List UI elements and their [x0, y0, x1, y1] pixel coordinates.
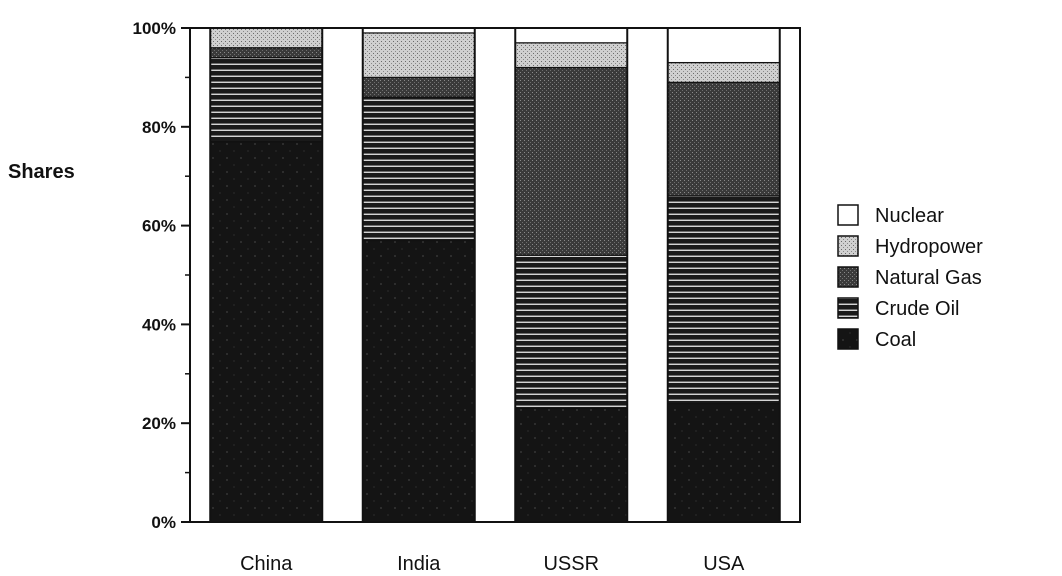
y-tick-label: 20% — [142, 414, 176, 433]
bar-outline-usa — [666, 27, 781, 523]
y-axis: 0% 20% 40% 60% 80% 100% — [133, 19, 190, 532]
bar-ussr-hydropower — [514, 42, 628, 69]
x-tick-label-ussr: USSR — [543, 553, 599, 575]
bar-outline-india — [361, 27, 476, 523]
bar-india-coal — [362, 239, 476, 523]
bar-ussr-coal — [514, 407, 628, 523]
bar-china-natural-gas — [209, 47, 323, 59]
bar-ussr-crude-oil — [514, 254, 628, 409]
bar-usa-crude-oil — [667, 195, 781, 405]
y-tick-label: 60% — [142, 217, 176, 236]
bar-usa-natural-gas — [667, 81, 781, 197]
legend-swatch-crude-oil — [837, 297, 859, 319]
legend-label-crude-oil: Crude Oil — [875, 298, 959, 320]
legend-label-hydropower: Hydropower — [875, 236, 983, 258]
legend-label-nuclear: Nuclear — [875, 205, 944, 227]
legend: Nuclear Hydropower Natural Gas Crude Oil Coa… — [837, 204, 983, 351]
bar-india-crude-oil — [362, 96, 476, 242]
y-tick-label: 80% — [142, 118, 176, 137]
bar-outline-ussr — [514, 27, 629, 523]
bar-usa-nuclear — [667, 27, 781, 64]
x-tick-label-india: India — [397, 553, 441, 575]
y-tick-label: 100% — [133, 19, 176, 38]
bar-china-crude-oil — [209, 57, 323, 143]
bar-ussr-nuclear — [514, 27, 628, 44]
legend-swatch-coal — [837, 328, 859, 350]
legend-label-natural-gas: Natural Gas — [875, 267, 982, 289]
legend-swatch-hydropower — [837, 235, 859, 257]
bar-india-natural-gas — [362, 76, 476, 98]
y-axis-label: Shares — [8, 161, 75, 183]
bar-outline-china — [209, 27, 324, 523]
bar-ussr-natural-gas — [514, 66, 628, 256]
legend-swatch-nuclear — [837, 204, 859, 226]
bar-china-hydropower — [209, 27, 323, 49]
y-tick-label: 0% — [151, 513, 176, 532]
bar-usa-hydropower — [667, 61, 781, 83]
y-tick-label: 40% — [142, 315, 176, 334]
legend-swatch-natural-gas — [837, 266, 859, 288]
legend-label-coal: Coal — [875, 329, 916, 351]
x-tick-label-usa: USA — [703, 553, 745, 575]
bar-india-hydropower — [362, 32, 476, 78]
plot-area: China India USSR USA — [189, 27, 801, 575]
x-tick-label-china: China — [240, 553, 293, 575]
bar-china-coal — [209, 141, 323, 523]
bar-usa-coal — [667, 402, 781, 523]
